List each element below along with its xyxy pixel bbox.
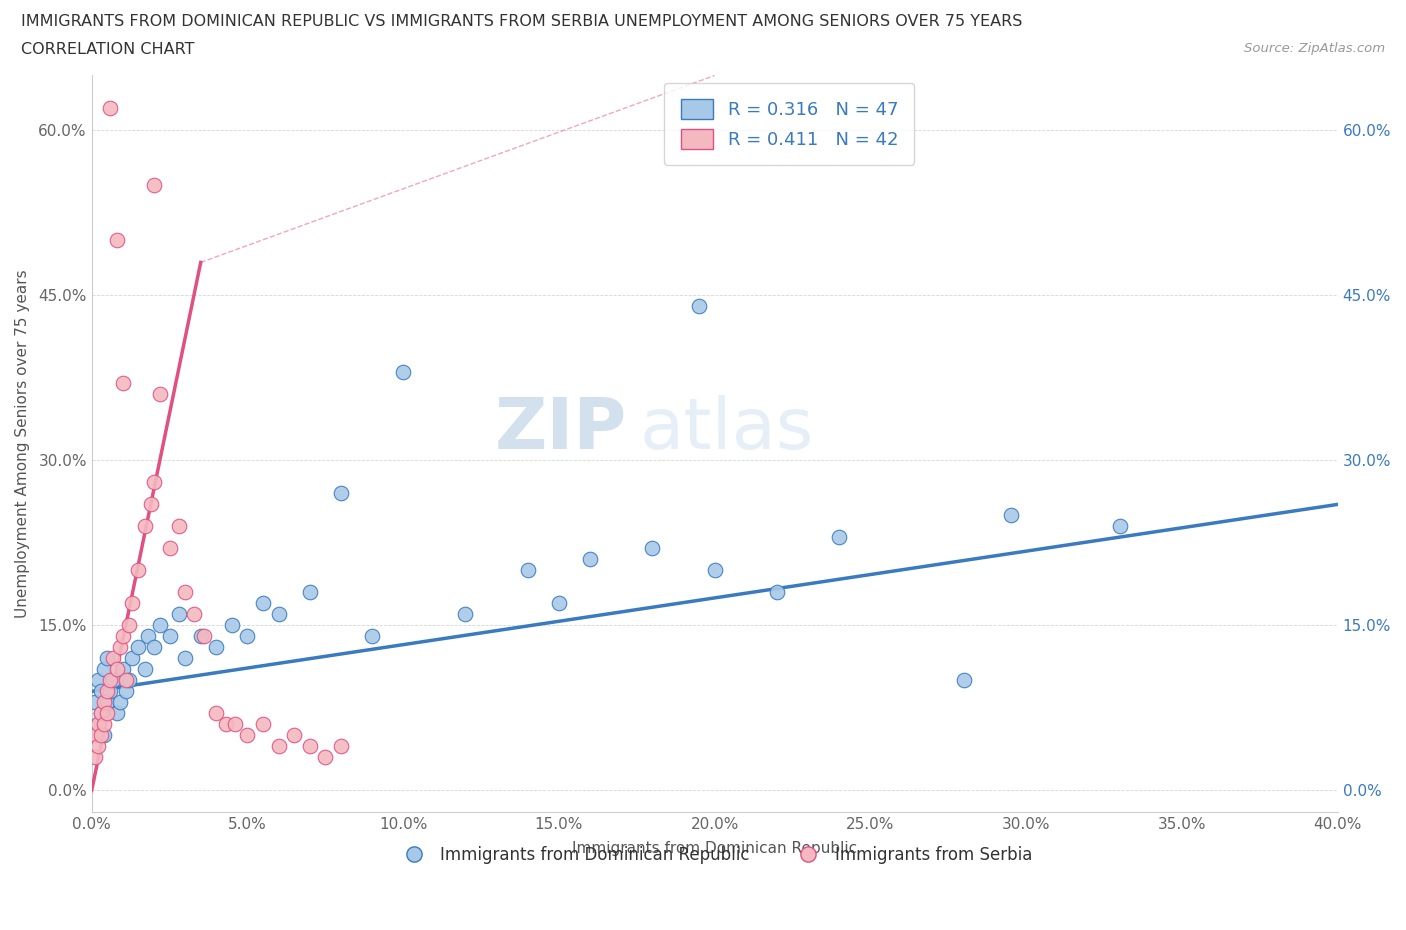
Point xyxy=(236,728,259,743)
Text: atlas: atlas xyxy=(640,394,814,464)
Point xyxy=(136,629,159,644)
Point xyxy=(83,728,105,743)
Point xyxy=(83,695,105,710)
Text: ZIP: ZIP xyxy=(495,394,627,464)
Point xyxy=(103,673,125,688)
Text: Source: ZipAtlas.com: Source: ZipAtlas.com xyxy=(1244,42,1385,55)
Point xyxy=(149,387,172,402)
Point xyxy=(143,640,166,655)
Point xyxy=(121,596,143,611)
Point xyxy=(329,486,352,501)
Point xyxy=(96,706,118,721)
Point xyxy=(108,695,131,710)
Point xyxy=(87,717,110,732)
Point xyxy=(392,365,415,379)
Point xyxy=(96,684,118,698)
Point xyxy=(516,563,538,578)
Point xyxy=(105,233,128,248)
Point xyxy=(224,717,246,732)
Point xyxy=(139,497,162,512)
Point xyxy=(283,728,305,743)
Point xyxy=(267,739,290,754)
Point xyxy=(953,673,976,688)
Point xyxy=(314,750,336,764)
Point xyxy=(108,640,131,655)
Point xyxy=(111,376,134,391)
Point xyxy=(96,651,118,666)
Point xyxy=(93,695,115,710)
Point xyxy=(90,684,112,698)
Y-axis label: Unemployment Among Seniors over 75 years: Unemployment Among Seniors over 75 years xyxy=(15,270,30,618)
Point xyxy=(127,640,149,655)
Point xyxy=(828,530,851,545)
Point xyxy=(115,673,138,688)
Point xyxy=(252,596,274,611)
Point xyxy=(100,673,122,688)
Point xyxy=(93,717,115,732)
Point xyxy=(143,178,166,193)
Point xyxy=(193,629,215,644)
Point xyxy=(111,662,134,677)
Point xyxy=(87,717,110,732)
Point xyxy=(134,519,156,534)
Point xyxy=(111,629,134,644)
Point xyxy=(205,706,228,721)
Point xyxy=(159,541,181,556)
Point xyxy=(159,629,181,644)
Point xyxy=(298,739,321,754)
Point xyxy=(252,717,274,732)
Point xyxy=(121,651,143,666)
Point xyxy=(90,706,112,721)
Point xyxy=(127,563,149,578)
Point xyxy=(174,651,197,666)
Point xyxy=(115,684,138,698)
Point xyxy=(579,552,602,567)
Point xyxy=(96,695,118,710)
Point xyxy=(548,596,571,611)
Point xyxy=(105,662,128,677)
Point xyxy=(90,706,112,721)
Point xyxy=(103,651,125,666)
Point xyxy=(100,101,122,116)
Point xyxy=(143,475,166,490)
Point xyxy=(93,728,115,743)
Point xyxy=(118,673,141,688)
Point xyxy=(167,607,190,622)
Point xyxy=(688,299,710,313)
Point xyxy=(329,739,352,754)
Point xyxy=(167,519,190,534)
Point xyxy=(87,739,110,754)
Point xyxy=(174,585,197,600)
Point xyxy=(703,563,725,578)
Point xyxy=(1000,508,1022,523)
Point xyxy=(214,717,236,732)
Point xyxy=(149,618,172,632)
Point xyxy=(298,585,321,600)
Point xyxy=(236,629,259,644)
Point xyxy=(1108,519,1130,534)
Point xyxy=(83,750,105,764)
Text: IMMIGRANTS FROM DOMINICAN REPUBLIC VS IMMIGRANTS FROM SERBIA UNEMPLOYMENT AMONG : IMMIGRANTS FROM DOMINICAN REPUBLIC VS IM… xyxy=(21,14,1022,29)
Point xyxy=(267,607,290,622)
Point xyxy=(361,629,384,644)
Text: CORRELATION CHART: CORRELATION CHART xyxy=(21,42,194,57)
Point xyxy=(205,640,228,655)
Point xyxy=(183,607,205,622)
Point xyxy=(93,662,115,677)
Point xyxy=(221,618,243,632)
Point xyxy=(134,662,156,677)
Point xyxy=(87,673,110,688)
Point xyxy=(766,585,789,600)
Legend: Immigrants from Dominican Republic, Immigrants from Serbia: Immigrants from Dominican Republic, Immi… xyxy=(391,839,1039,870)
Point xyxy=(118,618,141,632)
Point xyxy=(105,706,128,721)
Point xyxy=(641,541,664,556)
Point xyxy=(454,607,477,622)
Point xyxy=(100,684,122,698)
Point xyxy=(190,629,212,644)
Point xyxy=(90,728,112,743)
X-axis label: Immigrants from Dominican Republic: Immigrants from Dominican Republic xyxy=(572,841,858,856)
